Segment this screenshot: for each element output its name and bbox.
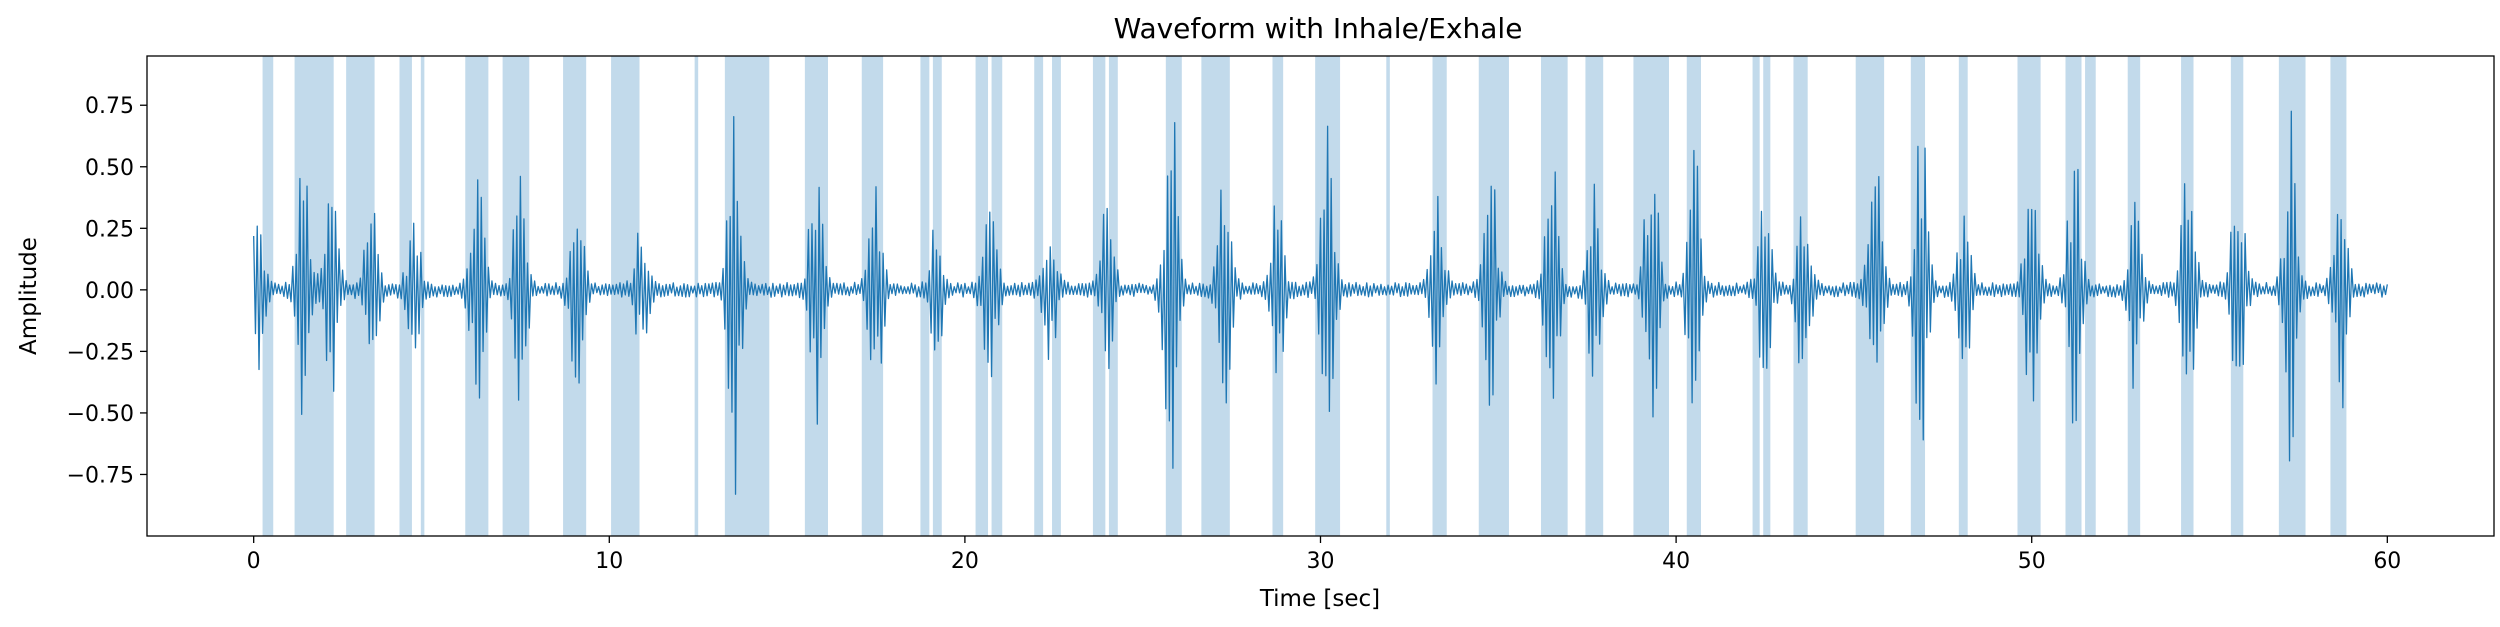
waveform-line [253,110,2388,495]
inhale-exhale-span [1272,56,1284,536]
y-tick-label: −0.25 [67,340,134,365]
y-axis-label: Amplitude [16,237,42,355]
x-tick-label: 30 [1307,549,1335,574]
inhale-exhale-span [1763,56,1771,536]
x-axis: 0 10 20 30 40 50 60 [247,536,2401,574]
y-tick-label: 0.50 [85,156,134,181]
inhale-exhale-span [262,56,274,536]
y-axis: −0.75 −0.50 −0.25 0.00 0.25 0.50 0.75 [67,94,147,488]
x-axis-label: Time [sec] [1259,586,1380,612]
inhale-exhale-span [1386,56,1390,536]
inhale-exhale-span [1910,56,1926,536]
chart-title: Waveform with Inhale/Exhale [1114,12,1523,45]
x-tick-label: 40 [1662,549,1690,574]
y-tick-label: 0.25 [85,217,134,242]
y-tick-label: −0.50 [67,402,134,427]
inhale-exhale-span [861,56,884,536]
x-tick-label: 0 [247,549,261,574]
y-tick-label: 0.75 [85,94,134,119]
x-tick-label: 20 [951,549,979,574]
inhale-exhale-span [1793,56,1808,536]
y-tick-label: −0.75 [67,463,134,488]
y-tick-label: 0.00 [85,279,134,304]
inhale-exhale-span [1034,56,1044,536]
inhale-exhale-span [1585,56,1604,536]
inhale-exhale-span [991,56,1003,536]
x-tick-label: 50 [2018,549,2046,574]
x-tick-label: 10 [595,549,623,574]
x-tick-label: 60 [2373,549,2401,574]
waveform-series [253,110,2388,495]
